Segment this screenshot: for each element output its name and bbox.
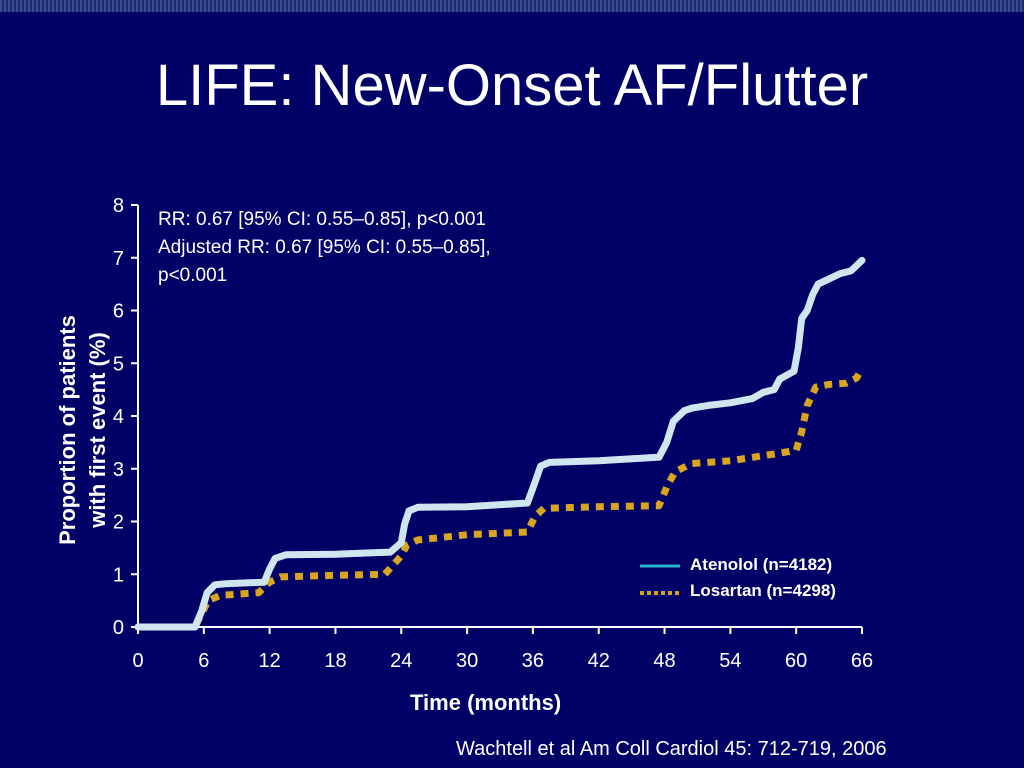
series-line-atenolol	[134, 256, 866, 631]
x-axis-title: Time (months)	[410, 690, 562, 715]
x-tick-label: 6	[198, 650, 209, 672]
legend-label-atenolol: Atenolol (n=4182)	[690, 555, 833, 574]
relative-risk-annotation: RR: 0.67 [95% CI: 0.55–0.85], p<0.001 Ad…	[158, 206, 491, 290]
y-tick-label: 1	[113, 564, 124, 586]
x-tick-label: 54	[719, 650, 741, 672]
y-tick-label: 2	[113, 512, 124, 534]
x-tick-label: 0	[132, 650, 143, 672]
slide-title: LIFE: New-Onset AF/Flutter	[155, 53, 869, 118]
annotation-line-1: RR: 0.67 [95% CI: 0.55–0.85], p<0.001	[158, 209, 486, 230]
y-tick-label: 5	[113, 353, 124, 375]
x-tick-label: 36	[522, 650, 544, 672]
x-tick-label: 48	[653, 650, 675, 672]
y-tick-label: 3	[113, 459, 124, 481]
chart-legend	[640, 564, 680, 595]
x-tick-label: 12	[259, 650, 281, 672]
x-tick-label: 24	[390, 650, 412, 672]
x-tick-label: 66	[851, 650, 873, 672]
annotation-line-2: Adjusted RR: 0.67 [95% CI: 0.55–0.85],	[158, 237, 491, 258]
x-tick-label: 60	[785, 650, 807, 672]
y-tick-label: 8	[113, 195, 124, 217]
y-tick-label: 0	[113, 617, 124, 639]
series-line-losartan	[138, 366, 866, 631]
x-tick-label: 18	[324, 650, 346, 672]
y-axis-title-line-2: with first event (%)	[85, 332, 110, 528]
annotation-line-3: p<0.001	[158, 265, 228, 286]
chart-lines	[134, 256, 866, 631]
y-tick-label: 7	[113, 248, 124, 270]
y-axis-title-line-1: Proportion of patients	[55, 315, 80, 545]
top-decorative-band	[0, 0, 1024, 12]
y-tick-label: 4	[113, 406, 124, 428]
y-axis-title: Proportion of patients with first event …	[53, 260, 113, 600]
citation: Wachtell et al Am Coll Cardiol 45: 712-7…	[456, 738, 887, 760]
x-tick-label: 42	[588, 650, 610, 672]
legend-label-losartan: Losartan (n=4298)	[690, 581, 836, 600]
x-tick-label: 30	[456, 650, 478, 672]
y-tick-label: 6	[113, 301, 124, 323]
